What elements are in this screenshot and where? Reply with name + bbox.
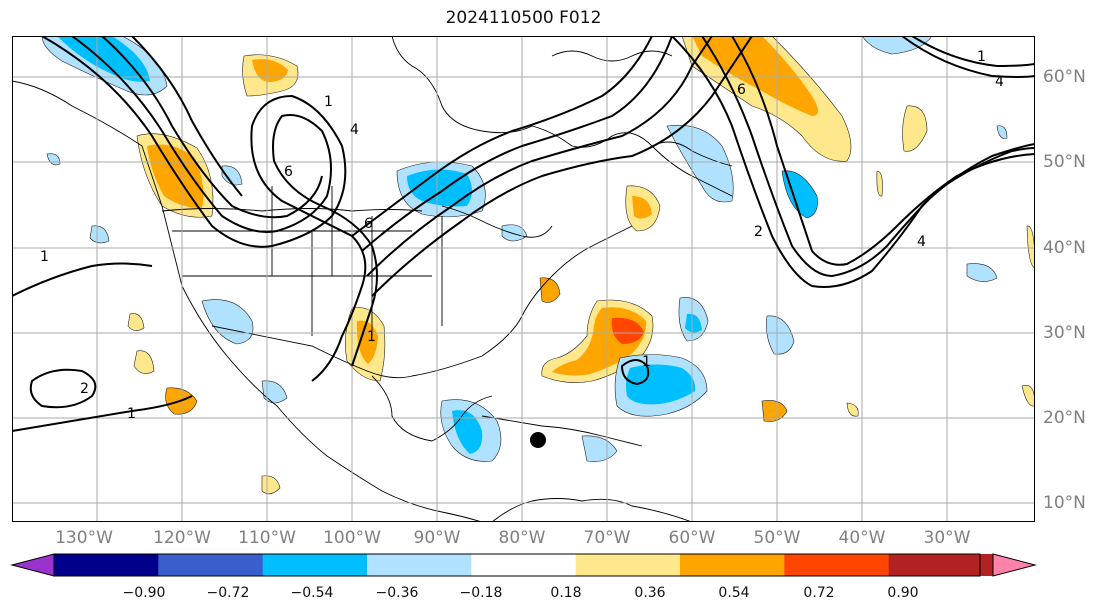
colorbar-segment [888, 554, 994, 576]
colorbar-segment [158, 554, 264, 576]
colorbar-segment [784, 554, 890, 576]
colorbar-tick-label: −0.90 [122, 585, 166, 601]
positive-anomaly-area [876, 170, 883, 197]
latitude-label: 10°N [1043, 493, 1086, 513]
negative-anomaly-area [685, 313, 702, 333]
longitude-label: 40°W [838, 528, 886, 548]
longitude-label: 90°W [413, 528, 461, 548]
negative-anomaly-area [221, 165, 243, 186]
positive-anomaly-area [692, 36, 818, 116]
positive-anomaly-area [147, 144, 204, 208]
positive-anomaly-area [611, 317, 644, 344]
colorbar-extend-low [10, 553, 55, 577]
height-contours [12, 36, 1035, 432]
positive-anomaly-area [1021, 384, 1035, 407]
contour-label: 4 [995, 74, 1004, 90]
contour-label: 6 [737, 82, 746, 98]
contour-label: 1 [40, 249, 49, 265]
colorbar-tick-label: −0.72 [206, 585, 250, 601]
negative-anomaly-area [626, 364, 696, 405]
longitude-label: 50°W [753, 528, 801, 548]
negative-anomaly-area [57, 36, 150, 82]
map-title: 2024110500 F012 [445, 8, 602, 28]
map-panel: 1 2 1 1 6 6 4 2 4 6 4 1 1 1 [12, 36, 1035, 522]
negative-anomaly-area [452, 410, 483, 454]
latitude-label: 60°N [1043, 67, 1086, 87]
coastlines [12, 36, 733, 522]
colorbar-tick-label: 0.18 [550, 585, 582, 601]
contour-label: 6 [364, 216, 373, 232]
longitude-label: 110°W [238, 528, 296, 548]
negative-anomaly-area [666, 124, 734, 203]
latitude-label: 50°N [1043, 152, 1086, 172]
contour-label: 1 [977, 49, 986, 65]
negative-anomaly-area [407, 169, 472, 207]
longitude-label: 30°W [923, 528, 971, 548]
colorbar-segment [262, 554, 368, 576]
longitude-label: 100°W [323, 528, 381, 548]
colorbar-segment [367, 554, 472, 576]
colorbar-segment [575, 554, 681, 576]
latitude-label: 30°N [1043, 323, 1086, 343]
colorbar-tick-label: 0.36 [634, 585, 666, 601]
colorbar-tick-label: 0.54 [718, 585, 750, 601]
negative-anomaly-area [766, 315, 795, 355]
colorbar-extend-high [992, 553, 1037, 577]
colorbar-tick-label: −0.18 [459, 585, 503, 601]
positive-anomaly-area [846, 402, 859, 417]
positive-anomaly-area [133, 350, 155, 374]
colorbar-segment [680, 554, 785, 576]
contour-label: 4 [917, 234, 926, 250]
anomaly-shading [41, 36, 1035, 495]
storm-center-marker [530, 432, 546, 448]
positive-anomaly-area [632, 196, 652, 219]
negative-anomaly-area [996, 125, 1008, 139]
contour-labels: 1 2 1 1 6 6 4 2 4 6 4 1 1 1 [40, 49, 1004, 422]
contour-label: 4 [350, 122, 359, 138]
colorbar-segment [54, 554, 159, 576]
latitude-label: 20°N [1043, 408, 1086, 428]
contour-label: 6 [284, 164, 293, 180]
contour-label: 1 [367, 329, 376, 345]
contour-label: 2 [80, 381, 89, 397]
colorbar-tick-label: −0.36 [375, 585, 419, 601]
negative-anomaly-area [581, 435, 618, 462]
longitude-label: 80°W [498, 528, 546, 548]
colorbar [10, 553, 1037, 577]
longitude-label: 120°W [153, 528, 211, 548]
longitude-label: 130°W [55, 528, 113, 548]
contour-label: 1 [324, 94, 333, 110]
colorbar-tick-label: 0.90 [887, 585, 919, 601]
negative-anomaly-area [966, 263, 998, 282]
contour-label: 1 [642, 354, 651, 370]
negative-anomaly-area [501, 224, 528, 242]
negative-anomaly-area [861, 36, 933, 55]
longitude-label: 60°W [668, 528, 716, 548]
positive-anomaly-area [252, 59, 288, 82]
contour-label: 2 [754, 224, 763, 240]
negative-anomaly-area [261, 380, 288, 404]
latitude-label: 40°N [1043, 238, 1086, 258]
colorbar-tick-label: −0.54 [290, 585, 334, 601]
longitude-label: 70°W [583, 528, 631, 548]
negative-anomaly-area [781, 170, 818, 219]
positive-anomaly-area [356, 320, 378, 364]
colorbar-segment [471, 554, 577, 576]
positive-anomaly-area [902, 105, 928, 152]
positive-anomaly-area [1026, 225, 1035, 269]
positive-anomaly-area [761, 400, 788, 422]
colorbar-tick-label: 0.72 [803, 585, 835, 601]
contour-label: 1 [127, 406, 136, 422]
positive-anomaly-area [127, 313, 145, 331]
negative-anomaly-area [89, 225, 110, 244]
